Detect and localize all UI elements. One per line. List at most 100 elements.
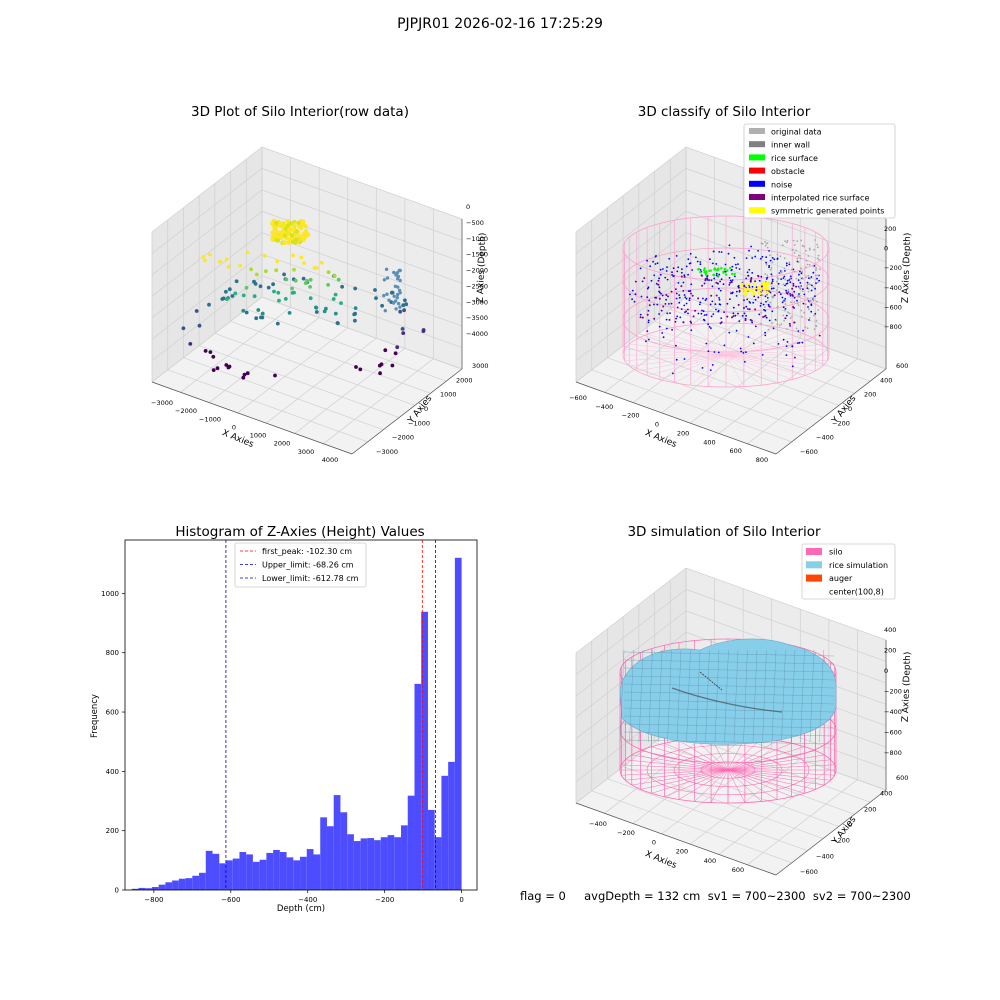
original-point [815, 319, 818, 322]
scatter-point [181, 326, 186, 331]
grid-line [718, 769, 830, 855]
original-point [779, 255, 782, 258]
scatter-point [274, 268, 279, 273]
original-point [805, 276, 807, 279]
silo-floor-line [690, 324, 727, 356]
original-point [809, 277, 812, 280]
scatter-point [396, 301, 401, 306]
noise-point [705, 297, 708, 300]
noise-point [690, 283, 693, 286]
noise-point [736, 290, 738, 293]
histogram-bar [441, 775, 449, 890]
original-point [814, 239, 817, 241]
scatter-point [275, 259, 280, 264]
noise-point [646, 259, 648, 262]
tick-label: −3000 [376, 448, 398, 456]
noise-point [658, 291, 661, 294]
grid-line [654, 320, 855, 394]
silo-floor-line [727, 769, 746, 803]
noise-point [646, 330, 649, 332]
noise-point [684, 296, 687, 299]
noise-point [728, 331, 731, 334]
scatter-point [276, 290, 281, 295]
noise-point [745, 305, 748, 308]
noise-point [765, 256, 768, 259]
noise-point [647, 321, 650, 324]
original-point [766, 294, 768, 297]
tick-label: −1000 [466, 235, 488, 243]
noise-point [777, 282, 780, 285]
noise-point [814, 287, 816, 290]
original-point [817, 274, 819, 277]
surface-mesh-line [623, 731, 835, 737]
noise-point [799, 270, 801, 273]
x-axis-label: X Axies [643, 849, 678, 871]
rice-surface-point [726, 269, 729, 272]
original-point [817, 246, 819, 249]
noise-point [669, 312, 671, 314]
original-point [772, 296, 775, 299]
tick-label: 600 [896, 774, 908, 782]
scatter-point [333, 311, 338, 316]
noise-point [731, 279, 734, 281]
histogram-bar [286, 857, 294, 890]
noise-point [762, 303, 765, 306]
original-point [766, 242, 769, 244]
noise-point [797, 342, 799, 344]
interpolated-point [658, 297, 661, 300]
scatter-point [288, 221, 293, 226]
original-point [760, 311, 762, 314]
legend-label: rice simulation [829, 561, 888, 570]
symmetric-point [746, 283, 749, 286]
noise-point [759, 305, 762, 307]
histogram-bar [232, 858, 240, 890]
scatter-point [392, 270, 396, 275]
grid-line [294, 348, 406, 434]
scatter-point [293, 278, 298, 283]
silo-floor-line [727, 746, 805, 771]
scatter-point [227, 287, 232, 292]
noise-point [812, 271, 815, 274]
noise-point [748, 268, 751, 271]
noise-point [783, 275, 786, 278]
noise-point [816, 277, 818, 280]
scatter-point [208, 252, 212, 257]
noise-point [699, 269, 702, 271]
scatter-point [275, 321, 280, 326]
surface-mesh-line [819, 649, 824, 743]
original-point [788, 312, 791, 315]
grid-line [661, 327, 772, 414]
scatter-point [292, 222, 297, 227]
noise-point [665, 327, 668, 330]
interpolated-point [731, 316, 733, 319]
original-point [782, 283, 785, 286]
original-point [816, 257, 819, 260]
histogram-bars [131, 557, 462, 890]
scatter-point [373, 288, 377, 292]
interpolated-point [710, 294, 713, 297]
noise-point [709, 258, 711, 261]
noise-point [765, 278, 768, 280]
scatter-point [314, 305, 319, 310]
original-point [769, 301, 772, 304]
noise-point [753, 295, 756, 298]
interpolated-point [691, 294, 694, 297]
original-point [803, 311, 806, 314]
noise-point [660, 292, 662, 295]
scatter-point [326, 283, 330, 287]
scatter-point [396, 285, 400, 289]
tick-label: 2000 [456, 376, 473, 384]
original-point [801, 270, 804, 273]
noise-point [685, 302, 688, 305]
silo-floor-line [674, 354, 727, 383]
scatter-point [403, 298, 407, 303]
noise-point [779, 293, 782, 295]
noise-point [818, 334, 821, 337]
histogram-bar [273, 849, 280, 890]
original-point [764, 240, 766, 243]
noise-point [777, 343, 780, 345]
silo-floor-line [647, 354, 727, 376]
noise-point [786, 279, 789, 282]
interpolated-point [773, 294, 776, 297]
tick-label: −400 [589, 820, 607, 828]
